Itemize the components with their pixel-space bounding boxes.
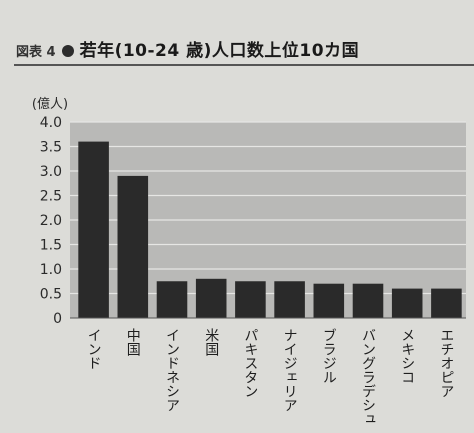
y-tick-label: 0.5 xyxy=(40,287,62,303)
x-tick-label: インド xyxy=(86,328,102,370)
x-tick-label: パキスタン xyxy=(242,328,258,398)
bar xyxy=(195,278,227,318)
y-tick-label: 1.5 xyxy=(40,238,62,254)
x-tick-label: 中国 xyxy=(125,328,141,356)
bar xyxy=(117,175,149,318)
y-tick-label: 2.5 xyxy=(40,189,62,205)
y-tick-label: 1.0 xyxy=(40,262,62,278)
header-rule xyxy=(14,64,474,66)
bar xyxy=(391,288,423,318)
y-tick-label: 3.5 xyxy=(40,140,62,156)
bar xyxy=(274,281,305,318)
y-tick-label: 0 xyxy=(53,311,62,327)
bullet-icon xyxy=(61,45,74,57)
bar xyxy=(431,288,462,318)
bar xyxy=(352,283,384,318)
x-tick-label: ブラジル xyxy=(321,328,337,384)
figure-number: 図表 4 xyxy=(16,45,56,60)
figure-title: 若年(10-24 歳)人口数上位10カ国 xyxy=(79,41,360,61)
y-axis-label: (億人) xyxy=(32,96,68,112)
y-tick-label: 2.0 xyxy=(40,213,62,229)
bar xyxy=(78,141,109,318)
bar xyxy=(313,283,345,318)
x-tick-label: インドネシア xyxy=(164,328,180,412)
x-tick-label: バングラデシュ xyxy=(360,328,376,426)
figure-header: 図表 4 若年(10-24 歳)人口数上位10カ国 xyxy=(16,36,359,61)
x-tick-label: ナイジェリア xyxy=(282,328,298,412)
y-tick-label: 4.0 xyxy=(40,115,62,131)
x-tick-label: エチオピア xyxy=(438,328,454,398)
x-tick-label: メキシコ xyxy=(399,328,415,384)
y-tick-label: 3.0 xyxy=(40,164,62,180)
bar xyxy=(235,281,266,318)
bar xyxy=(156,281,188,318)
x-tick-label: 米国 xyxy=(203,328,219,356)
